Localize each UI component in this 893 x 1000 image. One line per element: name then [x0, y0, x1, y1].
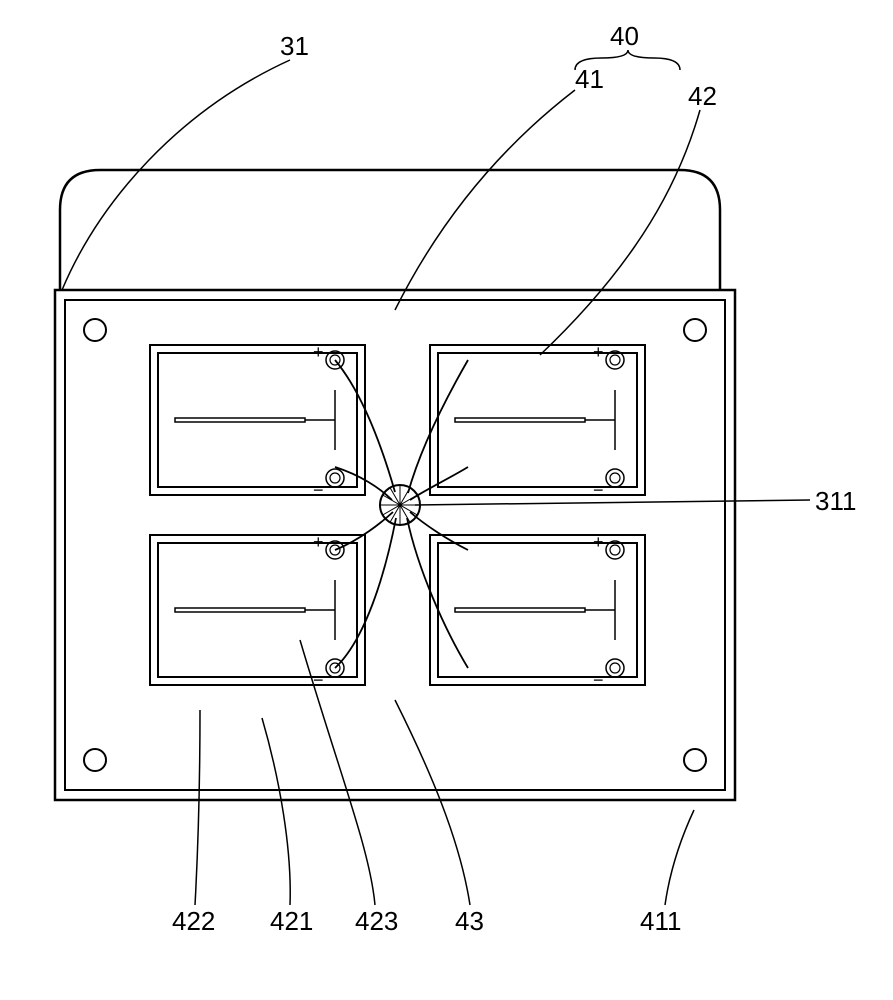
housing-top — [60, 170, 720, 290]
plus-sign: + — [593, 532, 604, 552]
leaders-group — [62, 60, 810, 905]
plus-sign: + — [313, 532, 324, 552]
minus-sign: − — [593, 480, 604, 500]
leader-l311 — [415, 500, 810, 505]
leader-l411 — [665, 810, 694, 905]
wires-group — [335, 360, 468, 668]
plus-sign: + — [313, 342, 324, 362]
leader-l31 — [62, 60, 290, 290]
corner-hole-bl — [84, 749, 106, 771]
leader-l41 — [395, 90, 575, 310]
label-l423: 423 — [355, 906, 398, 936]
modules-group: +−+−+−+− — [150, 342, 645, 690]
plus-sign: + — [593, 342, 604, 362]
leader-l422 — [195, 710, 200, 905]
label-l42: 42 — [688, 81, 717, 111]
leader-l42 — [540, 110, 700, 355]
module-tl: +− — [150, 342, 365, 500]
label-l41: 41 — [575, 64, 604, 94]
minus-sign: − — [593, 670, 604, 690]
label-l311: 311 — [815, 486, 856, 516]
label-l422: 422 — [172, 906, 215, 936]
label-l411: 411 — [640, 906, 681, 936]
module-bl: +− — [150, 532, 365, 690]
leader-l421 — [262, 718, 290, 905]
label-l31: 31 — [280, 31, 309, 61]
label-l421: 421 — [270, 906, 313, 936]
front-plate-inner — [65, 300, 725, 790]
corner-hole-tr — [684, 319, 706, 341]
label-l43: 43 — [455, 906, 484, 936]
minus-sign: − — [313, 480, 324, 500]
module-tr: +− — [430, 342, 645, 500]
leader-l423 — [300, 640, 375, 905]
corner-hole-tl — [84, 319, 106, 341]
leader-l43 — [395, 700, 470, 905]
corner-hole-br — [684, 749, 706, 771]
diagram-canvas: +−+−+−+− 3140414231142242142343411 — [0, 0, 893, 1000]
label-l40: 40 — [610, 21, 639, 51]
module-br: +− — [430, 532, 645, 690]
